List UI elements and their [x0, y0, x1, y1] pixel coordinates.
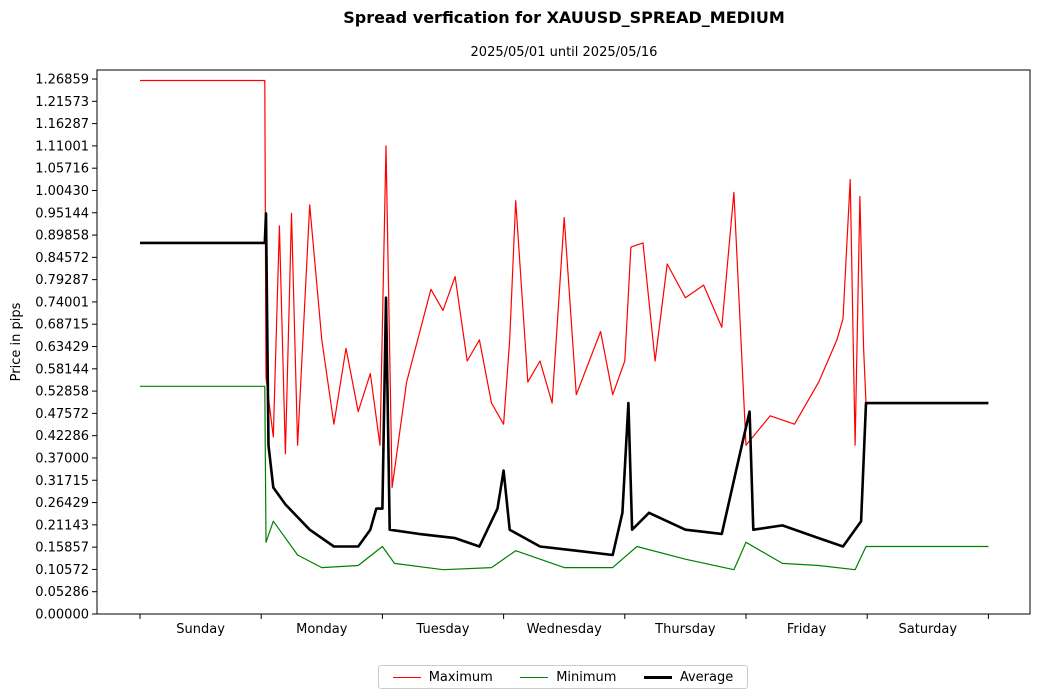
x-tick-label: Friday	[787, 622, 827, 637]
legend-item-minimum: Minimum	[520, 670, 616, 685]
y-axis-label: Price in pips	[9, 302, 24, 381]
series-line-minimum	[140, 385, 989, 571]
y-tick-label: 0.00000	[35, 608, 89, 623]
y-tick-label: 0.68715	[35, 318, 89, 333]
y-tick-label: 0.10572	[35, 563, 89, 578]
x-tick-label: Monday	[296, 622, 348, 637]
legend-swatch-minimum	[520, 676, 549, 678]
spread-chart: 0.00000 0.05286 0.10572 0.15857 0.21143 0.264…	[9, 69, 1031, 637]
x-tick-label: Wednesday	[527, 622, 603, 637]
chart-subtitle: 2025/05/01 until 2025/05/16	[470, 45, 658, 60]
legend-item-average: Average	[643, 669, 734, 685]
y-tick-label: 1.26859	[35, 73, 89, 88]
legend-label-maximum: Maximum	[428, 669, 493, 685]
y-tick-label: 0.31715	[35, 474, 89, 489]
y-tick-label: 0.79287	[35, 273, 89, 288]
y-tick-label: 1.00430	[35, 184, 89, 199]
y-tick-label: 0.21143	[35, 518, 89, 533]
series-line-average	[140, 212, 989, 557]
y-tick-label: 0.37000	[35, 451, 89, 466]
x-tick-label: Thursday	[654, 622, 716, 637]
chart-title: Spread verfication for XAUUSD_SPREAD_MED…	[343, 8, 785, 27]
y-tick-label: 1.05716	[35, 162, 89, 177]
legend-label-minimum: Minimum	[556, 669, 617, 685]
y-tick-label: 0.26429	[35, 496, 89, 511]
series-line-maximum	[140, 79, 989, 489]
y-tick-label: 0.58144	[35, 362, 89, 377]
legend-item-maximum: Maximum	[392, 669, 493, 685]
x-tick-label: Sunday	[176, 622, 225, 637]
y-axis: 0.00000 0.05286 0.10572 0.15857 0.21143 0.264…	[35, 73, 97, 623]
y-tick-label: 0.95144	[35, 206, 89, 221]
y-tick-label: 0.47572	[35, 407, 89, 422]
y-tick-label: 0.84572	[35, 251, 89, 266]
y-tick-label: 0.52858	[35, 385, 89, 400]
chart-legend: Maximum Minimum Average	[378, 665, 748, 689]
y-tick-label: 0.15857	[35, 541, 89, 556]
y-tick-label: 0.89858	[35, 229, 89, 244]
x-tick-label: Tuesday	[416, 622, 470, 637]
y-tick-label: 0.05286	[35, 585, 89, 600]
y-tick-label: 1.11001	[35, 139, 89, 154]
y-tick-label: 1.21573	[35, 95, 89, 110]
y-tick-label: 0.63429	[35, 340, 89, 355]
plot-frame	[96, 69, 1031, 615]
y-tick-label: 0.74001	[35, 295, 89, 310]
legend-swatch-average	[643, 675, 672, 679]
x-axis: Sunday Monday Tuesday Wednesday Thursday Frid…	[139, 614, 989, 637]
legend-label-average: Average	[679, 669, 734, 685]
legend-swatch-maximum	[392, 676, 421, 678]
x-tick-label: Saturday	[899, 622, 958, 637]
y-tick-label: 0.42286	[35, 429, 89, 444]
series-layer	[140, 79, 989, 571]
y-tick-label: 1.16287	[35, 117, 89, 132]
